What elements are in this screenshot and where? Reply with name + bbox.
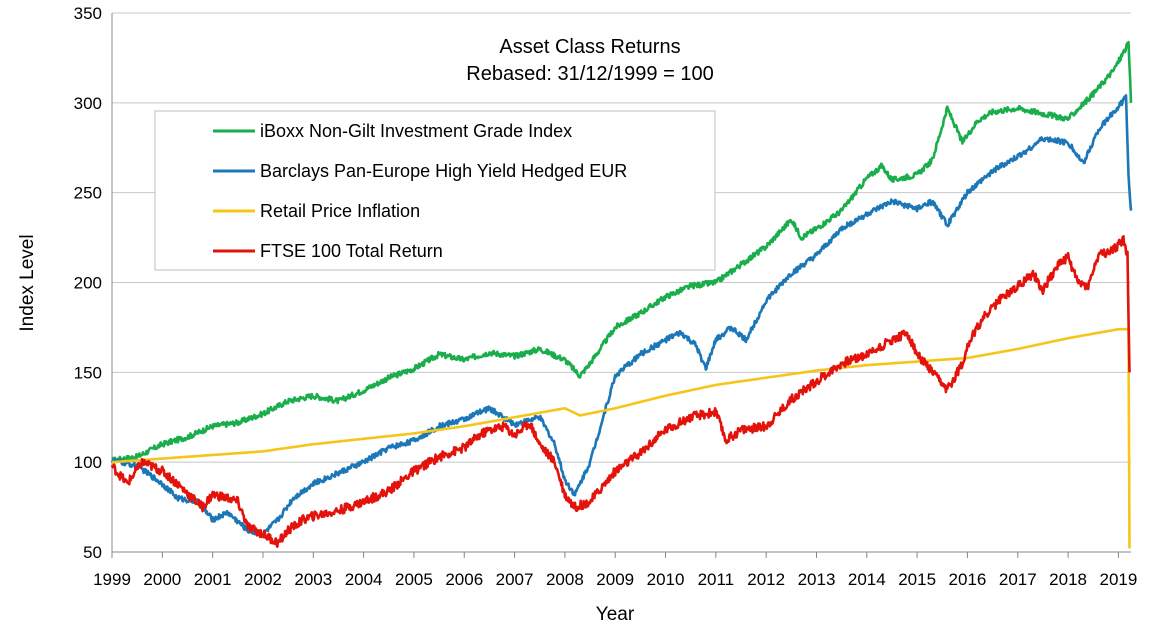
y-tick-label: 50	[83, 543, 102, 562]
x-tick-label: 2012	[747, 570, 785, 589]
chart-title: Asset Class Returns	[499, 36, 680, 58]
series-line-ftse-100-total-return	[110, 235, 1131, 548]
x-tick-label: 2008	[546, 570, 584, 589]
series-line-iboxx-non-gilt-investment-grade-index	[111, 40, 1133, 464]
legend-label: iBoxx Non-Gilt Investment Grade Index	[260, 121, 572, 141]
chart-title-block: Asset Class Returns Rebased: 31/12/1999 …	[466, 36, 713, 85]
x-tick-label: 2015	[898, 570, 936, 589]
chart-subtitle: Rebased: 31/12/1999 = 100	[466, 63, 713, 85]
axes: 50 100 150 200 250 300 350 1999 2000 2001 2002 2003…	[74, 4, 1138, 589]
x-tick-label: 2007	[496, 570, 534, 589]
x-tick-label: 2013	[798, 570, 836, 589]
x-tick-label: 2019	[1100, 570, 1138, 589]
legend-label: Retail Price Inflation	[260, 201, 420, 221]
x-tick-label: 2009	[596, 570, 634, 589]
y-tick-label: 350	[74, 4, 102, 23]
x-tick-label: 1999	[93, 570, 131, 589]
x-tick-label: 2016	[949, 570, 987, 589]
x-tick-label: 2018	[1049, 570, 1087, 589]
x-tick-label: 2002	[244, 570, 282, 589]
y-tick-label: 150	[74, 363, 102, 382]
x-axis-title: Year	[596, 604, 635, 625]
legend: iBoxx Non-Gilt Investment Grade Index Bar…	[154, 110, 716, 271]
x-tick-label: 2000	[143, 570, 181, 589]
x-tick-label: 2003	[294, 570, 332, 589]
series-line-barclays-pan-europe-high-yield-hedged-eur	[110, 94, 1133, 538]
x-tick-label: 2014	[848, 570, 886, 589]
x-tick-label: 2006	[445, 570, 483, 589]
y-tick-label: 300	[74, 94, 102, 113]
x-tick-label: 2017	[999, 570, 1037, 589]
x-tick-label: 2011	[698, 570, 735, 589]
y-tick-label: 250	[74, 184, 102, 203]
x-tick-label: 2005	[395, 570, 433, 589]
x-tick-label: 2001	[194, 570, 232, 589]
series-line-retail-price-inflation	[111, 327, 1131, 549]
legend-label: FTSE 100 Total Return	[260, 241, 443, 261]
x-tick-label: 2004	[345, 570, 383, 589]
y-tick-label: 200	[74, 274, 102, 293]
series-lines	[110, 40, 1133, 549]
legend-label: Barclays Pan-Europe High Yield Hedged EU…	[260, 161, 627, 181]
x-tick-label: 2010	[647, 570, 685, 589]
y-tick-label: 100	[74, 453, 102, 472]
legend-box	[154, 110, 716, 271]
y-axis-title: Index Level	[17, 234, 38, 331]
